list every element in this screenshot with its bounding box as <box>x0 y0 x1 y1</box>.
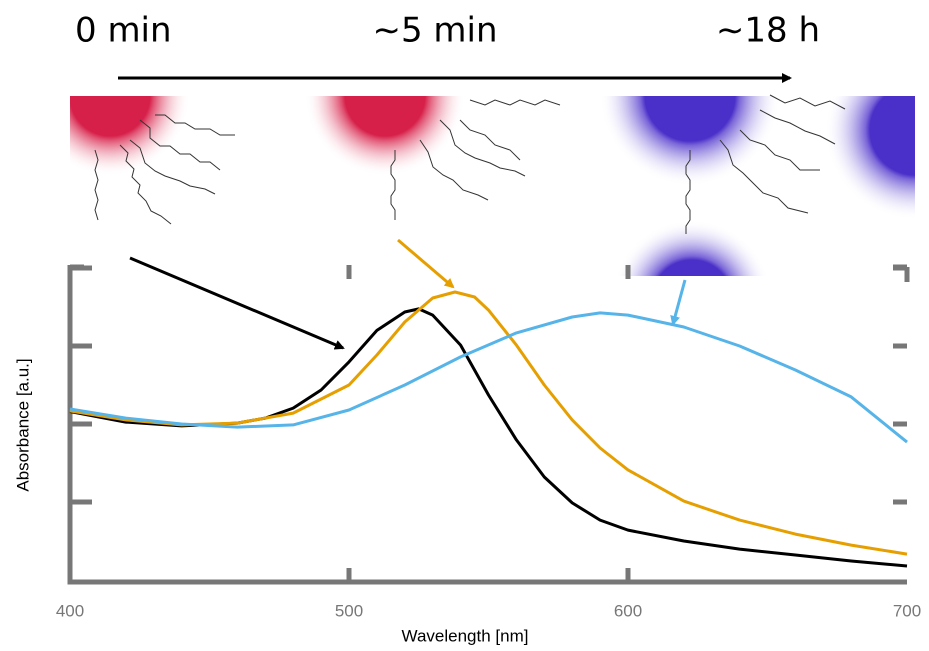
time-label: ∼5 min <box>372 11 497 51</box>
data-line <box>70 309 907 566</box>
data-line <box>70 313 907 442</box>
chart: 0 min ∼5 min ∼18 h Wavelength [nm] Absor… <box>0 0 929 651</box>
time-label: ∼18 h <box>716 11 820 51</box>
x-tick-label: 600 <box>614 601 642 620</box>
y-axis-label: Absorbance [a.u.] <box>13 358 32 491</box>
x-tick-label: 400 <box>56 601 84 620</box>
x-axis-label: Wavelength [nm] <box>402 626 529 645</box>
time-label: 0 min <box>75 11 172 51</box>
data-line <box>70 292 907 554</box>
x-tick-label: 500 <box>335 601 363 620</box>
illustration <box>30 6 929 380</box>
x-tick-label: 700 <box>893 601 921 620</box>
